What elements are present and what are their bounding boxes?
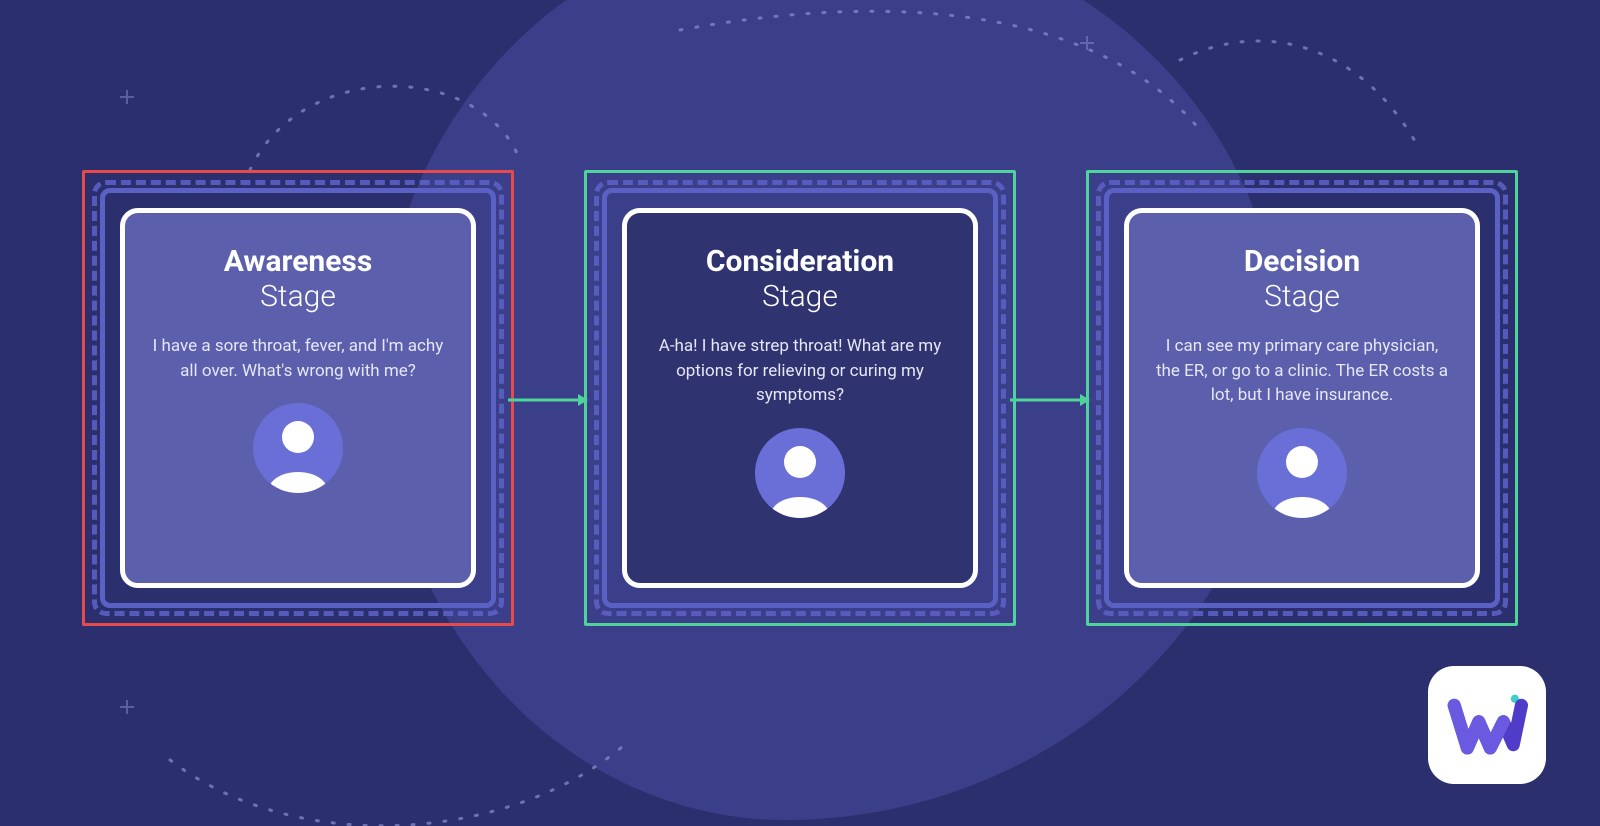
stage-body-text: A-ha! I have strep throat! What are my o… xyxy=(651,334,949,408)
stage-title-bold: Awareness xyxy=(224,245,373,280)
stage-title: Consideration Stage xyxy=(706,245,894,314)
avatar-icon xyxy=(253,403,343,493)
stage-title-light: Stage xyxy=(706,280,894,315)
stage-title: Awareness Stage xyxy=(224,245,373,314)
stage-card: Consideration Stage A-ha! I have strep t… xyxy=(622,208,978,588)
stage-title: Decision Stage xyxy=(1244,245,1360,314)
stage-title-light: Stage xyxy=(1244,280,1360,315)
stage-card: Decision Stage I can see my primary care… xyxy=(1124,208,1480,588)
logo-icon xyxy=(1446,684,1528,766)
stage-consideration: Consideration Stage A-ha! I have strep t… xyxy=(584,170,1016,626)
avatar-icon xyxy=(1257,428,1347,518)
arrow-connector xyxy=(1010,398,1090,402)
logo-badge xyxy=(1428,666,1546,784)
stage-body-text: I have a sore throat, fever, and I'm ach… xyxy=(149,334,447,383)
stage-decision: Decision Stage I can see my primary care… xyxy=(1086,170,1518,626)
stage-body-text: I can see my primary care physician, the… xyxy=(1153,334,1451,408)
stage-title-light: Stage xyxy=(224,280,373,315)
stage-title-bold: Consideration xyxy=(706,245,894,280)
avatar-icon xyxy=(755,428,845,518)
stage-awareness: Awareness Stage I have a sore throat, fe… xyxy=(82,170,514,626)
stage-card: Awareness Stage I have a sore throat, fe… xyxy=(120,208,476,588)
sparkle-icon xyxy=(120,700,134,714)
stages-row: Awareness Stage I have a sore throat, fe… xyxy=(82,170,1518,626)
stage-title-bold: Decision xyxy=(1244,245,1360,280)
sparkle-icon xyxy=(1080,36,1094,50)
sparkle-icon xyxy=(120,90,134,104)
arrow-connector xyxy=(508,398,588,402)
